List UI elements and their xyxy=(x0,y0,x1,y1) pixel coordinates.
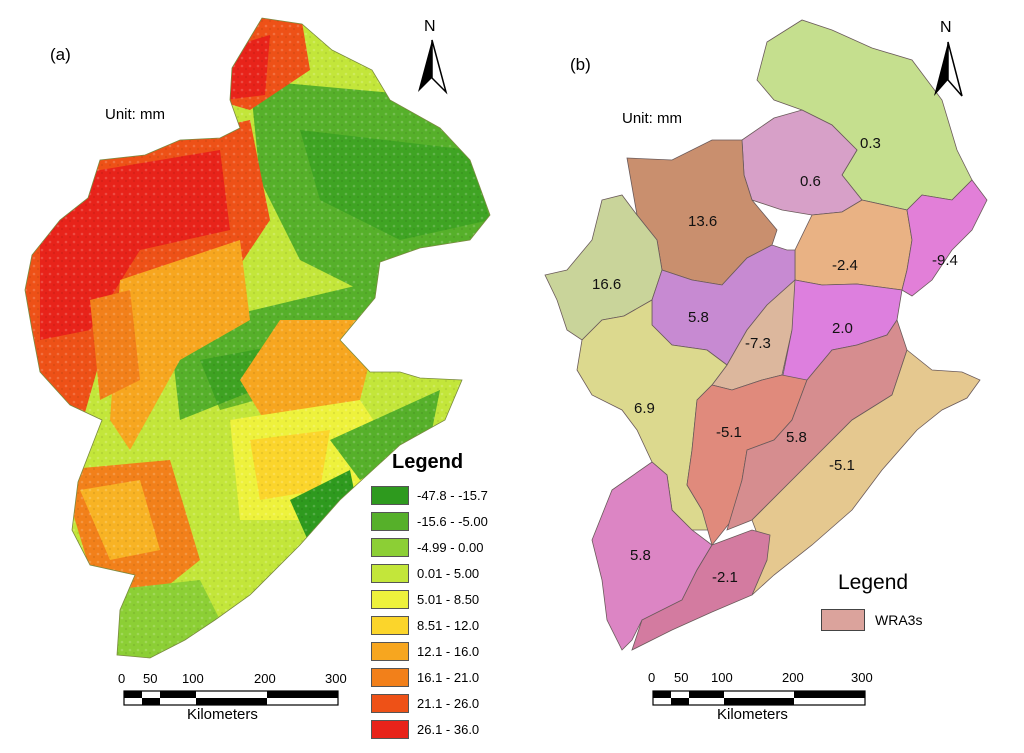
region-value-label: -2.4 xyxy=(832,257,858,274)
panel-a-label: (a) xyxy=(50,45,71,64)
panel-b-legend-title: Legend xyxy=(838,571,909,594)
region-value-label: -9.4 xyxy=(932,252,958,269)
panel-a-legend-title: Legend xyxy=(392,451,464,473)
region-value-label: -5.1 xyxy=(716,424,742,441)
panel-a-north-label: N xyxy=(424,18,436,35)
legend-label: 16.1 - 21.0 xyxy=(417,669,480,685)
panel-a-boundary xyxy=(24,17,491,659)
legend-item: -4.99 - 0.00 xyxy=(371,537,484,557)
scale-tick-label: 0 xyxy=(648,670,656,685)
region-value-label: -7.3 xyxy=(745,335,771,352)
legend-swatch xyxy=(371,485,409,505)
region-12 xyxy=(751,349,981,596)
legend-item: 21.1 - 26.0 xyxy=(371,693,479,713)
legend-label: 0.01 - 5.00 xyxy=(417,565,480,581)
region-value-label: 5.8 xyxy=(630,547,651,564)
legend-label: -47.8 - -15.7 xyxy=(417,487,488,503)
region-value-label: 13.6 xyxy=(688,213,717,230)
region-value-labels: 0.3 0.6 13.6 16.6 -2.4 -9.4 5.8 -7.3 2.0… xyxy=(592,135,958,586)
legend-swatch xyxy=(371,589,409,609)
legend-swatch xyxy=(371,641,409,661)
scale-tick-label: 0 xyxy=(118,671,126,686)
panel-a-scale-unit: Kilometers xyxy=(187,706,258,723)
panel-b-label: (b) xyxy=(570,55,591,74)
scale-tick-label: 100 xyxy=(711,670,733,685)
region-value-label: 16.6 xyxy=(592,276,621,293)
legend-item: -47.8 - -15.7 xyxy=(371,485,488,505)
legend-swatch xyxy=(821,609,865,631)
scale-tick-label: 300 xyxy=(325,671,347,686)
panel-b-map-svg: 0.3 0.6 13.6 16.6 -2.4 -9.4 5.8 -7.3 2.0… xyxy=(544,19,988,651)
scale-tick-label: 300 xyxy=(851,670,873,685)
legend-item: 5.01 - 8.50 xyxy=(371,589,479,609)
legend-label: WRA3s xyxy=(875,612,923,628)
region-value-label: 0.6 xyxy=(800,173,821,190)
panel-b-wra3s-map: (b) Unit: mm 0.3 0.6 13.6 16.6 -2.4 - xyxy=(512,0,1024,753)
region-14 xyxy=(631,529,771,651)
legend-item: 26.1 - 36.0 xyxy=(371,719,479,739)
legend-label: 26.1 - 36.0 xyxy=(417,721,480,737)
legend-label: -4.99 - 0.00 xyxy=(417,539,484,555)
panel-b-unit-label: Unit: mm xyxy=(622,110,682,127)
panel-b-scale-unit: Kilometers xyxy=(717,706,788,723)
panel-a-map-svg xyxy=(24,17,491,659)
region-value-label: 5.8 xyxy=(688,309,709,326)
legend-label: 21.1 - 26.0 xyxy=(417,695,480,711)
region-5 xyxy=(901,179,988,297)
legend-swatch xyxy=(371,511,409,531)
legend-swatch xyxy=(371,615,409,635)
region-value-label: -2.1 xyxy=(712,569,738,586)
legend-item: 12.1 - 16.0 xyxy=(371,641,479,661)
legend-swatch xyxy=(371,693,409,713)
region-value-label: 6.9 xyxy=(634,400,655,417)
legend-swatch xyxy=(371,537,409,557)
scale-tick-label: 50 xyxy=(143,671,158,686)
panel-a-unit-label: Unit: mm xyxy=(105,106,165,123)
region-value-label: -5.1 xyxy=(829,457,855,474)
scale-tick-label: 50 xyxy=(674,670,689,685)
legend-swatch xyxy=(371,667,409,687)
scale-tick-label: 200 xyxy=(782,670,804,685)
legend-swatch xyxy=(371,719,409,739)
region-value-label: 2.0 xyxy=(832,320,853,337)
legend-label: -15.6 - -5.00 xyxy=(417,513,488,529)
legend-item: 16.1 - 21.0 xyxy=(371,667,479,687)
legend-item: 8.51 - 12.0 xyxy=(371,615,479,635)
panel-b-north-label: N xyxy=(940,19,952,36)
legend-item: 0.01 - 5.00 xyxy=(371,563,479,583)
region-value-label: 0.3 xyxy=(860,135,881,152)
panel-a-north-arrow-icon xyxy=(418,39,448,95)
legend-swatch xyxy=(371,563,409,583)
legend-label: 8.51 - 12.0 xyxy=(417,617,480,633)
legend-item: -15.6 - -5.00 xyxy=(371,511,488,531)
legend-label: 12.1 - 16.0 xyxy=(417,643,480,659)
panel-b-north-arrow-icon xyxy=(934,41,963,97)
panel-b-legend-item: WRA3s xyxy=(821,609,922,631)
panel-a-precipitation-change-map: (a) Unit: mm xyxy=(24,17,491,739)
scale-tick-label: 100 xyxy=(182,671,204,686)
legend-label: 5.01 - 8.50 xyxy=(417,591,480,607)
region-value-label: 5.8 xyxy=(786,429,807,446)
scale-tick-label: 200 xyxy=(254,671,276,686)
